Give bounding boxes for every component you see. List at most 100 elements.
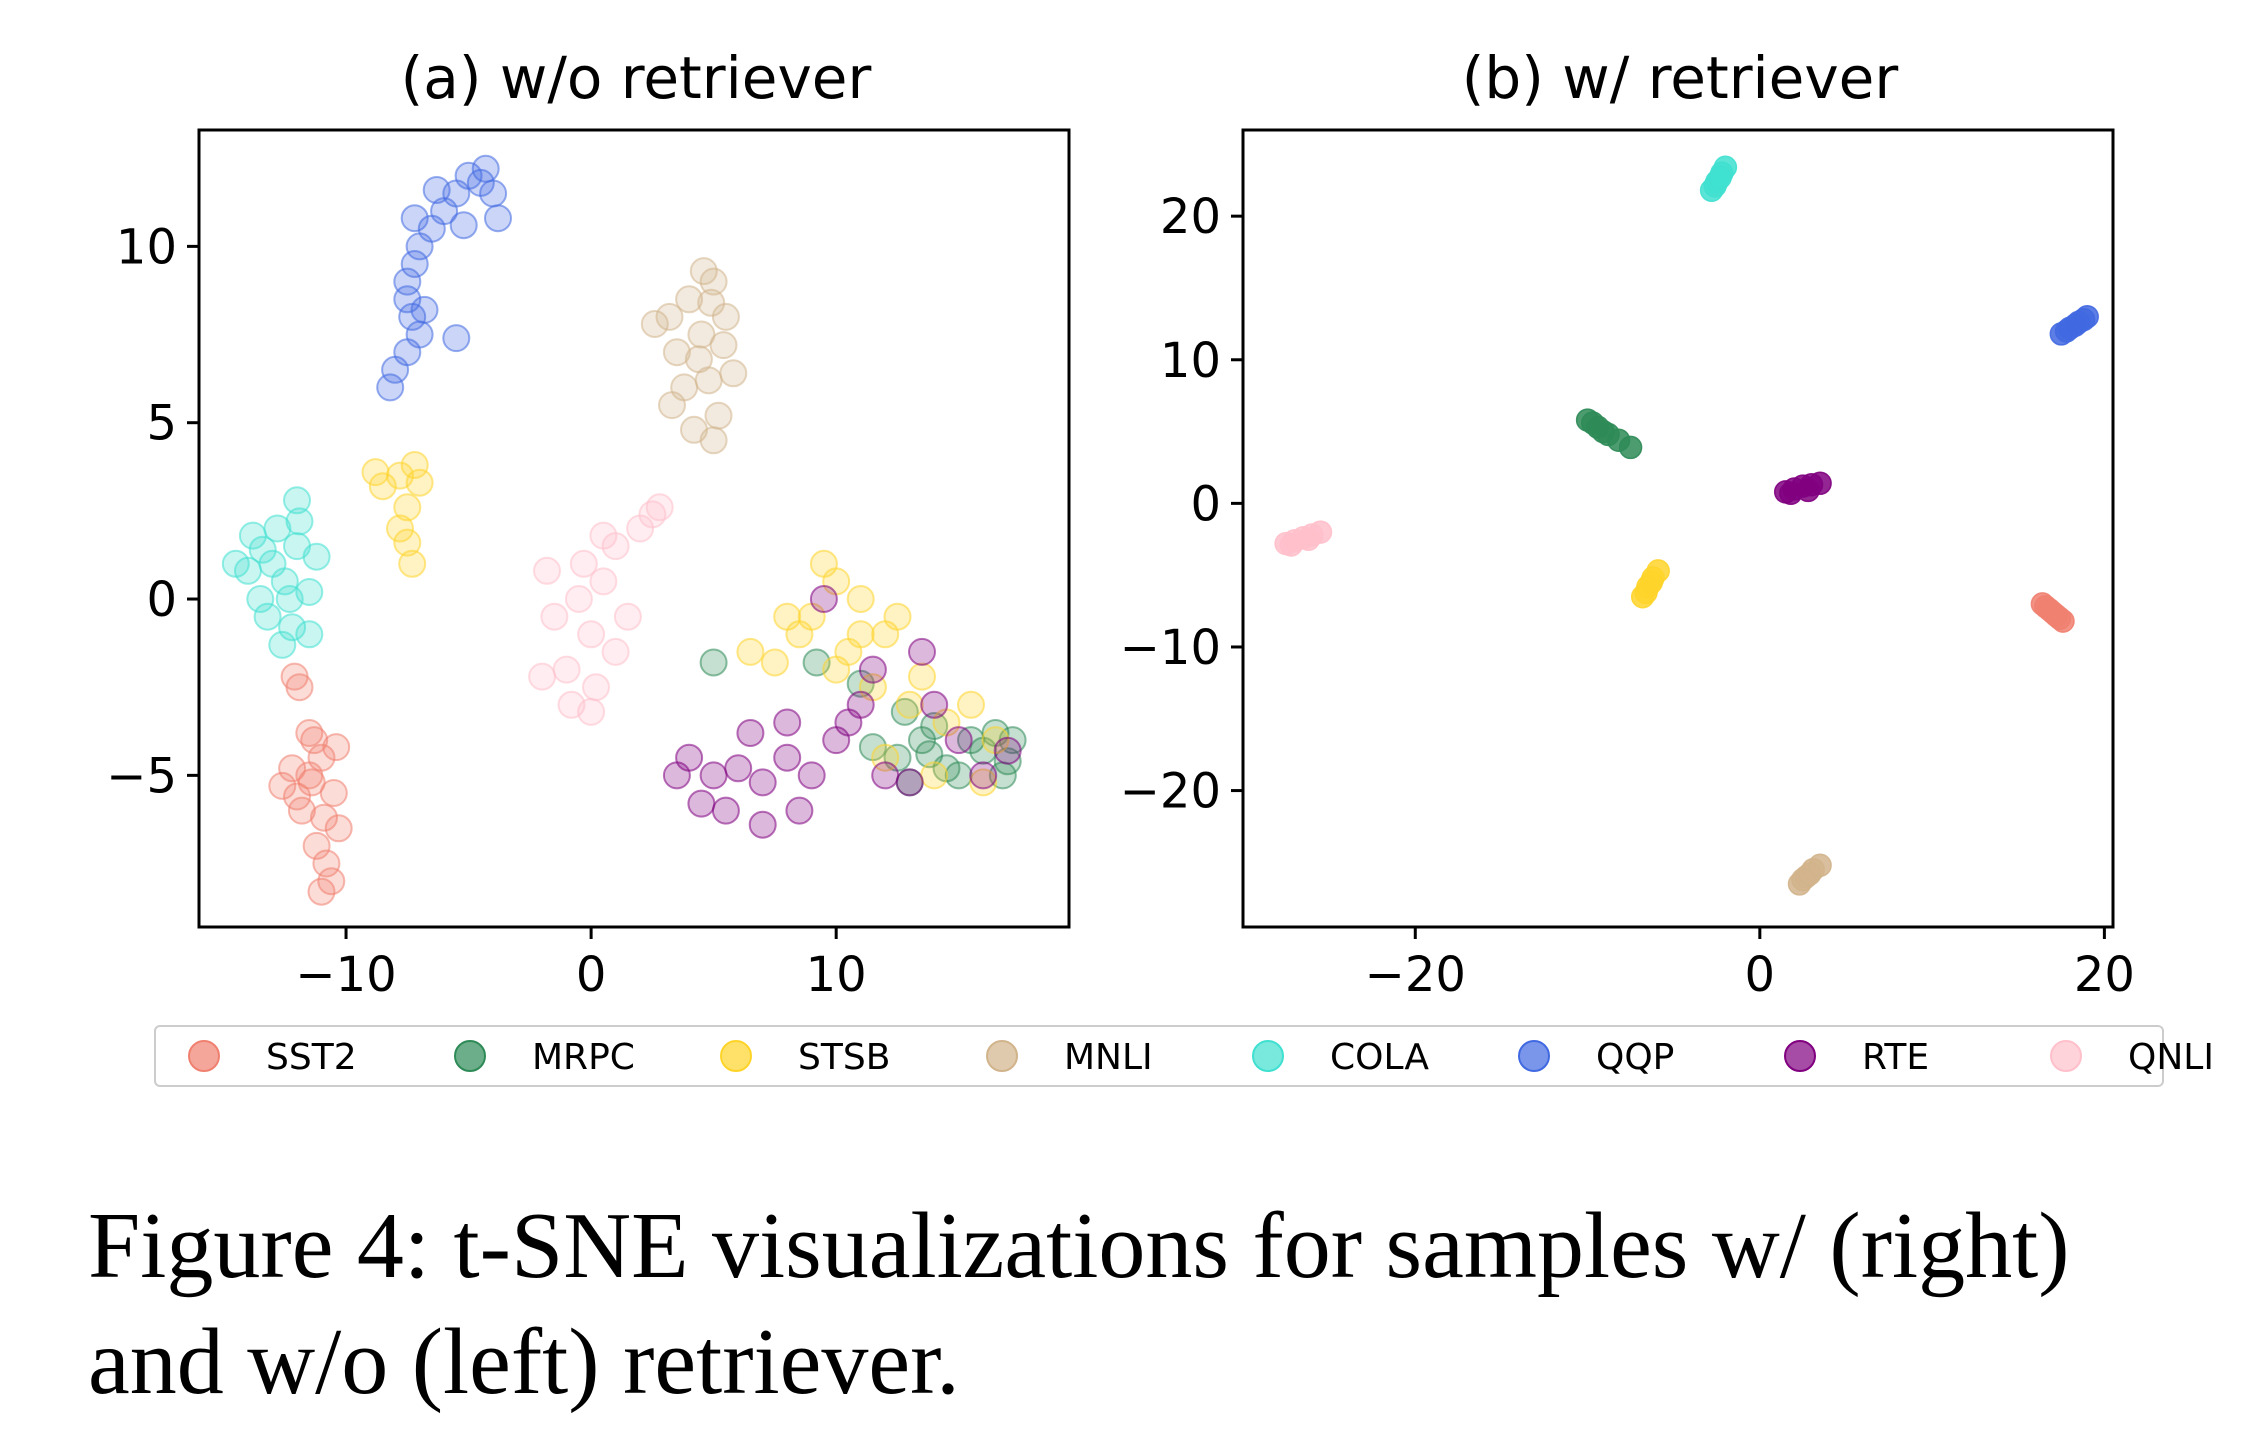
panel-b-frame xyxy=(1241,128,2115,929)
point-stsb xyxy=(822,655,851,684)
y-tick-label: 10 xyxy=(116,219,177,275)
point-sst2 xyxy=(310,803,338,832)
point-sst2 xyxy=(300,726,329,755)
point-rte xyxy=(748,810,777,839)
point-rte xyxy=(871,761,900,790)
point-rte xyxy=(724,754,753,783)
panel-b-title: (b) w/ retriever xyxy=(1462,44,1899,112)
point-qqp xyxy=(405,232,434,261)
point-qnli xyxy=(601,637,630,666)
point-qqp xyxy=(410,295,439,324)
legend-marker-sst2 xyxy=(188,1040,220,1072)
point-cola xyxy=(248,535,277,564)
y-tick-label: 5 xyxy=(146,396,177,452)
point-mnli xyxy=(655,302,684,331)
point-rte xyxy=(944,726,973,755)
point-rte xyxy=(736,719,765,747)
point-cola xyxy=(1708,165,1732,190)
point-sst2 xyxy=(278,754,307,783)
point-stsb xyxy=(393,493,422,522)
point-rte xyxy=(920,690,949,719)
point-cola xyxy=(221,549,250,578)
legend-marker-mrpc xyxy=(454,1040,486,1072)
legend: SST2 MRPC STSB MNLI COLA QQP RTE QNLI xyxy=(154,1025,2214,1087)
point-rte xyxy=(699,761,728,790)
panel-a-points xyxy=(221,154,1027,906)
legend-marker-mnli xyxy=(986,1040,1018,1072)
point-mnli xyxy=(689,257,718,286)
legend-label-mrpc: MRPC xyxy=(532,1037,635,1078)
x-tick-label: 20 xyxy=(2074,947,2135,1003)
point-qnli xyxy=(601,532,630,561)
point-rte xyxy=(773,743,802,772)
point-rte xyxy=(711,796,740,825)
point-stsb xyxy=(846,585,875,613)
point-qnli xyxy=(564,585,593,613)
point-cola xyxy=(278,613,307,642)
point-qnli xyxy=(552,655,581,684)
point-qqp xyxy=(449,211,478,240)
point-cola xyxy=(302,542,331,571)
point-stsb xyxy=(393,528,422,557)
point-qnli xyxy=(569,549,598,578)
panel-a: (a) w/o retriever −10 0 10 −5 0 5 10 xyxy=(106,44,1071,1003)
point-sst2 xyxy=(280,662,309,691)
point-stsb xyxy=(969,768,998,797)
point-mnli xyxy=(709,331,738,360)
point-qnli xyxy=(582,673,610,702)
point-sst2 xyxy=(307,877,336,906)
point-rte xyxy=(773,708,802,737)
legend-label-qnli: QNLI xyxy=(2128,1037,2214,1078)
point-rte xyxy=(969,761,998,790)
point-rte xyxy=(858,655,887,684)
panel-b-y-axis: −20 −10 0 10 20 xyxy=(1120,189,1243,820)
x-tick-label: 10 xyxy=(806,947,867,1003)
legend-marker-qnli xyxy=(2050,1040,2082,1072)
point-mnli xyxy=(719,359,748,388)
point-mnli xyxy=(658,391,686,420)
point-stsb xyxy=(883,602,912,631)
point-rte xyxy=(993,736,1022,765)
y-tick-label: 0 xyxy=(146,572,177,628)
point-mnli xyxy=(699,426,728,455)
point-stsb xyxy=(920,761,949,790)
panel-b: (b) w/ retriever −20 0 20 −20 −10 0 10 20 xyxy=(1120,44,2135,1003)
point-stsb xyxy=(405,468,434,497)
point-rte xyxy=(908,637,936,666)
point-cola xyxy=(283,486,311,515)
legend-box xyxy=(154,1025,2164,1087)
legend-label-rte: RTE xyxy=(1862,1037,1929,1078)
point-qqp xyxy=(484,204,512,233)
point-mnli xyxy=(640,310,669,338)
point-mnli xyxy=(684,345,713,374)
y-tick-label: 20 xyxy=(1160,189,1221,245)
point-cola xyxy=(295,620,324,649)
point-qnli xyxy=(577,620,606,649)
point-qqp xyxy=(2071,307,2096,332)
point-sst2 xyxy=(283,782,311,811)
point-cola xyxy=(270,567,299,596)
point-cola xyxy=(238,521,267,550)
point-mnli xyxy=(662,338,691,367)
legend-marker-qqp xyxy=(1518,1040,1550,1072)
point-cola xyxy=(253,602,282,631)
panel-b-x-axis: −20 0 20 xyxy=(1365,927,2135,1003)
y-tick-label: −5 xyxy=(106,748,177,804)
point-sst2 xyxy=(302,831,331,860)
point-mnli xyxy=(704,401,733,430)
point-qqp xyxy=(393,285,422,314)
x-tick-label: 0 xyxy=(1745,947,1776,1003)
point-mnli xyxy=(699,267,728,296)
point-cola xyxy=(275,585,304,613)
point-mnli xyxy=(675,285,704,314)
point-stsb xyxy=(361,458,390,487)
point-qqp xyxy=(422,176,451,204)
legend-label-qqp: QQP xyxy=(1596,1037,1674,1078)
panel-a-y-axis: −5 0 5 10 xyxy=(106,219,199,804)
point-mnli xyxy=(711,302,740,331)
point-mnli xyxy=(1798,862,1822,886)
point-mrpc xyxy=(1618,435,1643,460)
point-rte xyxy=(662,761,691,790)
point-mnli xyxy=(697,288,726,317)
